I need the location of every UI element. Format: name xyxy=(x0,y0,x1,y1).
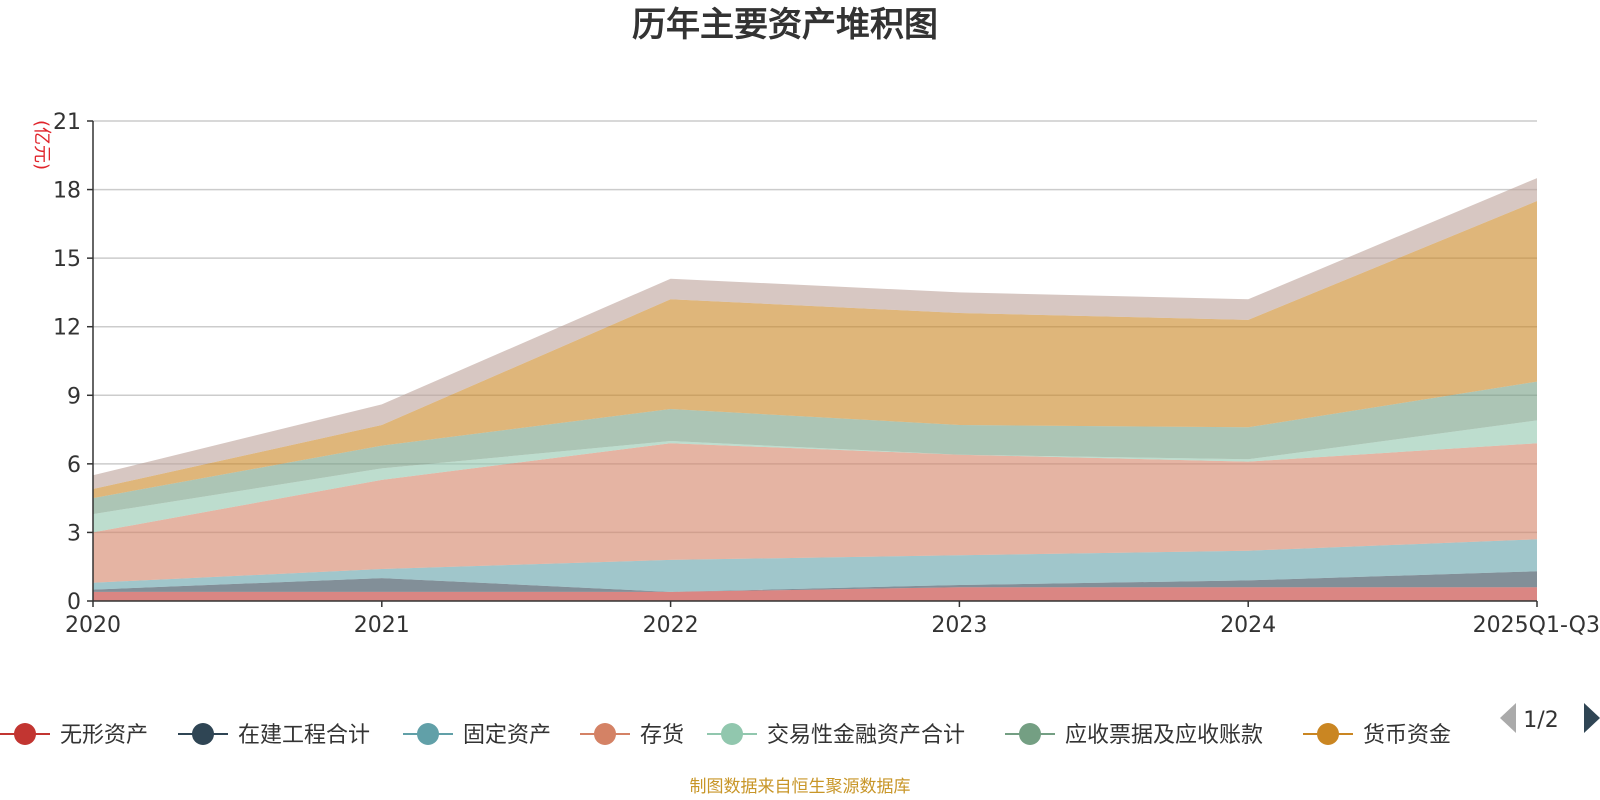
legend-item[interactable]: 应收票据及应收账款 xyxy=(1005,723,1263,748)
area-series-3 xyxy=(93,443,1537,583)
y-tick-label: 15 xyxy=(53,247,81,272)
legend-item[interactable]: 货币资金 xyxy=(1303,723,1451,748)
legend-pager: 1/2 xyxy=(1500,703,1600,733)
x-tick-label: 2025Q1-Q3 xyxy=(1473,613,1600,638)
legend-label: 货币资金 xyxy=(1363,723,1451,748)
legend-item[interactable]: 无形资产 xyxy=(0,723,148,748)
legend-page-indicator: 1/2 xyxy=(1523,708,1558,733)
legend-marker-icon xyxy=(192,723,214,745)
legend-marker-icon xyxy=(14,723,36,745)
data-source-note: 制图数据来自恒生聚源数据库 xyxy=(690,777,911,797)
area-series-2 xyxy=(93,539,1537,592)
legend-marker-icon xyxy=(417,723,439,745)
legend-marker-icon xyxy=(594,723,616,745)
legend-next-arrow-icon[interactable] xyxy=(1584,703,1600,733)
axes: 0 3 6 9 12 15 18 21 2020 2021 2022 2023 2024 2025Q1-Q… xyxy=(53,110,1600,638)
legend-item[interactable]: 在建工程合计 xyxy=(178,723,370,748)
area-series-6 xyxy=(93,201,1537,499)
y-tick-label: 18 xyxy=(53,179,81,204)
legend-label: 交易性金融资产合计 xyxy=(767,723,965,748)
legend-label: 存货 xyxy=(640,723,684,748)
area-series-5 xyxy=(93,381,1537,515)
y-tick-label: 0 xyxy=(67,590,81,615)
chart-title: 历年主要资产堆积图 xyxy=(632,5,938,45)
y-tick-label: 21 xyxy=(53,110,81,135)
legend-item[interactable]: 交易性金融资产合计 xyxy=(707,723,965,748)
y-tick-label: 3 xyxy=(67,521,81,546)
legend: 无形资产 在建工程合计 固定资产 存货 交易性金融资产合计 应收票据及应收账款 货币资金 xyxy=(0,723,1451,748)
legend-marker-icon xyxy=(1317,723,1339,745)
legend-marker-icon xyxy=(1019,723,1041,745)
y-tick-label: 9 xyxy=(67,384,81,409)
legend-prev-arrow-icon[interactable] xyxy=(1500,703,1516,733)
x-tick-label: 2020 xyxy=(65,613,121,638)
x-tick-label: 2022 xyxy=(643,613,699,638)
x-tick-label: 2023 xyxy=(931,613,987,638)
x-tick-label: 2021 xyxy=(354,613,410,638)
legend-label: 无形资产 xyxy=(60,723,148,748)
legend-item[interactable]: 存货 xyxy=(580,723,684,748)
legend-label: 在建工程合计 xyxy=(238,723,370,748)
legend-label: 固定资产 xyxy=(463,723,551,748)
legend-label: 应收票据及应收账款 xyxy=(1065,723,1263,748)
area-series-4 xyxy=(93,420,1537,533)
area-series xyxy=(93,178,1537,601)
legend-item[interactable]: 固定资产 xyxy=(403,723,551,748)
y-axis-unit-label: (亿元) xyxy=(31,120,52,170)
area-series-1 xyxy=(93,571,1537,592)
area-series-0 xyxy=(93,587,1537,601)
x-tick-label: 2024 xyxy=(1220,613,1276,638)
y-tick-label: 12 xyxy=(53,316,81,341)
legend-marker-icon xyxy=(721,723,743,745)
y-tick-label: 6 xyxy=(67,453,81,478)
